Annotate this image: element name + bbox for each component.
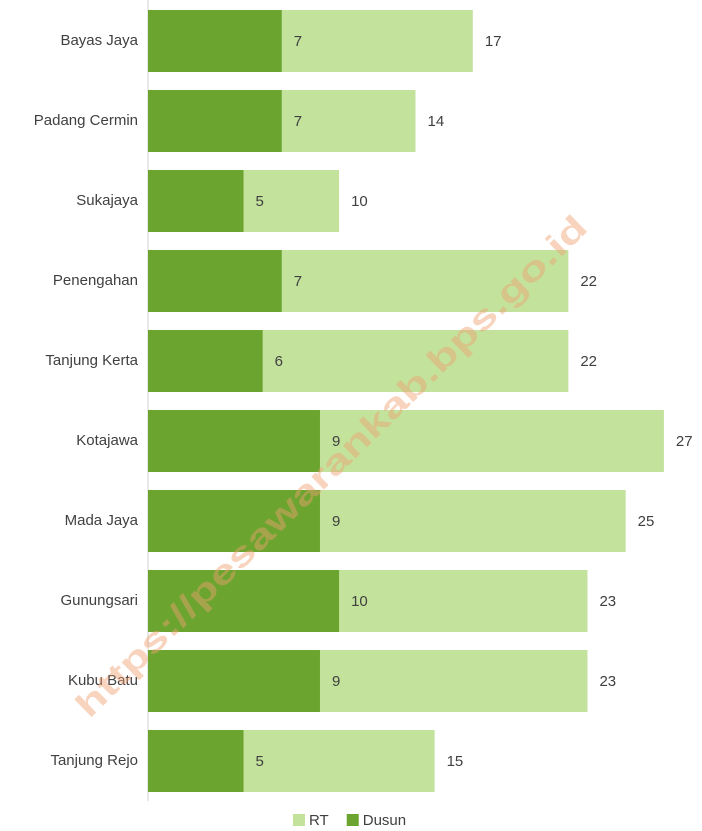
data-label: 9 [332,433,340,450]
y-tick-label: Sukajaya [76,192,138,209]
data-label: 17 [485,33,502,50]
bar [148,90,282,152]
bar [148,170,244,232]
bar [148,10,282,72]
legend-swatch [293,814,305,826]
bar [148,490,320,552]
data-label: 22 [580,273,597,290]
bar [148,330,263,392]
data-label: 5 [256,753,264,770]
legend-swatch [346,814,359,826]
y-tick-label: Kubu Batu [68,672,138,689]
data-label: 7 [294,113,302,130]
y-tick-label: Kotajawa [76,432,138,449]
y-tick-label: Bayas Jaya [60,32,138,49]
bar [148,410,320,472]
y-tick-label: Padang Cermin [34,112,138,129]
data-label: 15 [447,753,464,770]
bar [148,250,282,312]
y-tick-label: Tanjung Rejo [50,752,138,769]
data-label: 7 [294,33,302,50]
legend-label: RT [309,812,329,829]
bar [148,650,320,712]
data-label: 23 [599,593,616,610]
data-label: 6 [275,353,283,370]
y-tick-label: Mada Jaya [65,512,139,529]
y-tick-label: Gunungsari [60,592,138,609]
data-label: 5 [256,193,264,210]
y-tick-label: Penengahan [53,272,138,289]
data-label: 10 [351,193,368,210]
bar [148,570,340,632]
data-label: 9 [332,673,340,690]
data-label: 22 [580,353,597,370]
data-label: 10 [351,593,368,610]
bar [148,730,244,792]
data-label: 7 [294,273,302,290]
data-label: 23 [599,673,616,690]
data-label: 27 [676,433,693,450]
legend-label: Dusun [363,812,406,829]
data-label: 25 [638,513,655,530]
data-label: 14 [428,113,445,130]
data-label: 9 [332,513,340,530]
y-tick-label: Tanjung Kerta [45,352,138,369]
